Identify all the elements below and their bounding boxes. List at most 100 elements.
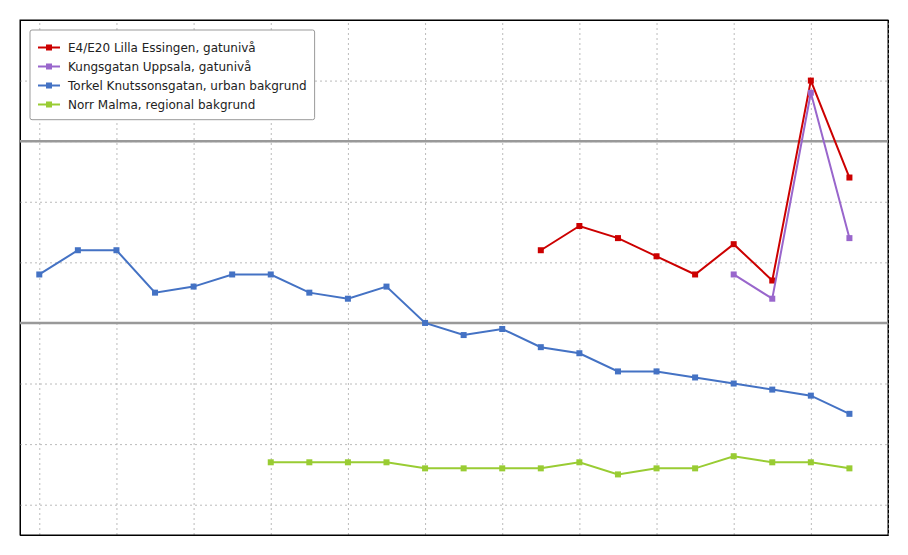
legend-swatch [46,83,52,89]
plot: E4/E20 Lilla Essingen, gatunivå Kungsgata… [20,20,889,536]
marker [615,368,621,374]
marker [576,459,582,465]
series-markers [731,90,853,302]
marker [692,374,698,380]
x-grid-line [348,20,349,535]
marker [731,241,737,247]
marker [654,253,660,259]
legend-label: Kungsgatan Uppsala, gatunivå [68,60,251,74]
legend-label: E4/E20 Lilla Essingen, gatunivå [68,41,256,55]
y-grid-line [20,141,888,142]
series-line [39,250,849,414]
marker [692,465,698,471]
marker [538,247,544,253]
chart: E4/E20 Lilla Essingen, gatunivå Kungsgata… [0,0,908,555]
marker [846,175,852,181]
legend-swatch [46,45,52,51]
marker [731,381,737,387]
reference-line [20,322,888,325]
marker [383,284,389,290]
y-axis-line [21,21,889,536]
y-grid-line [20,384,888,385]
y-grid-line [20,444,888,445]
x-tick [425,20,426,535]
marker [152,290,158,296]
x-axis-line [21,20,889,536]
reference-line [20,140,888,143]
x-grid-line [579,20,580,535]
marker [538,465,544,471]
x-tick [348,20,349,535]
x-tick [657,20,658,535]
y-tick [20,202,888,203]
series-line [734,93,850,299]
y-tick [20,384,888,385]
marker [615,471,621,477]
marker [306,290,312,296]
marker [731,271,737,277]
y-axis [20,21,888,536]
marker [576,350,582,356]
marker [383,459,389,465]
marker [654,368,660,374]
series-markers [36,247,852,417]
y-tick [20,444,888,445]
legend-box [30,30,315,120]
series-line [271,456,850,474]
data-layer [20,78,888,478]
marker [769,387,775,393]
x-grid-line [502,20,503,535]
marker [576,223,582,229]
x-axis [21,20,889,536]
marker [808,78,814,84]
marker [345,459,351,465]
marker [306,459,312,465]
y-grid-line [20,323,888,324]
marker [808,393,814,399]
marker [75,247,81,253]
legend-label: Torkel Knutssonsgatan, urban bakgrund [67,79,307,93]
y-grid-line [20,505,888,506]
marker [846,235,852,241]
marker [499,326,505,332]
x-tick [579,20,580,535]
y-tick [20,141,888,142]
marker [191,284,197,290]
legend-label: Norr Malma, regional bakgrund [68,98,255,112]
marker [422,465,428,471]
marker [769,459,775,465]
marker [692,271,698,277]
y-tick [20,505,888,506]
legend-item: Norr Malma, regional bakgrund [38,98,255,112]
series-markers [268,453,853,477]
y-grid-line [20,262,888,263]
marker [654,465,660,471]
y-tick [20,323,888,324]
marker [268,459,274,465]
marker [615,235,621,241]
marker [846,411,852,417]
marker [808,459,814,465]
legend-swatch [46,102,52,108]
marker [731,453,737,459]
marker [499,465,505,471]
x-tick [502,20,503,535]
series-markers [538,78,853,284]
y-tick [20,262,888,263]
marker [113,247,119,253]
legend-swatch [46,64,52,70]
legend-item: Kungsgatan Uppsala, gatunivå [38,60,251,74]
plot-frame [20,20,888,535]
y-grid-line [20,202,888,203]
marker [769,296,775,302]
marker [36,271,42,277]
marker [461,465,467,471]
legend-item: E4/E20 Lilla Essingen, gatunivå [38,41,256,55]
series-line [541,81,850,281]
legend: E4/E20 Lilla Essingen, gatunivå Kungsgata… [30,30,315,120]
marker [808,90,814,96]
marker [268,271,274,277]
marker [846,465,852,471]
marker [345,296,351,302]
marker [229,271,235,277]
